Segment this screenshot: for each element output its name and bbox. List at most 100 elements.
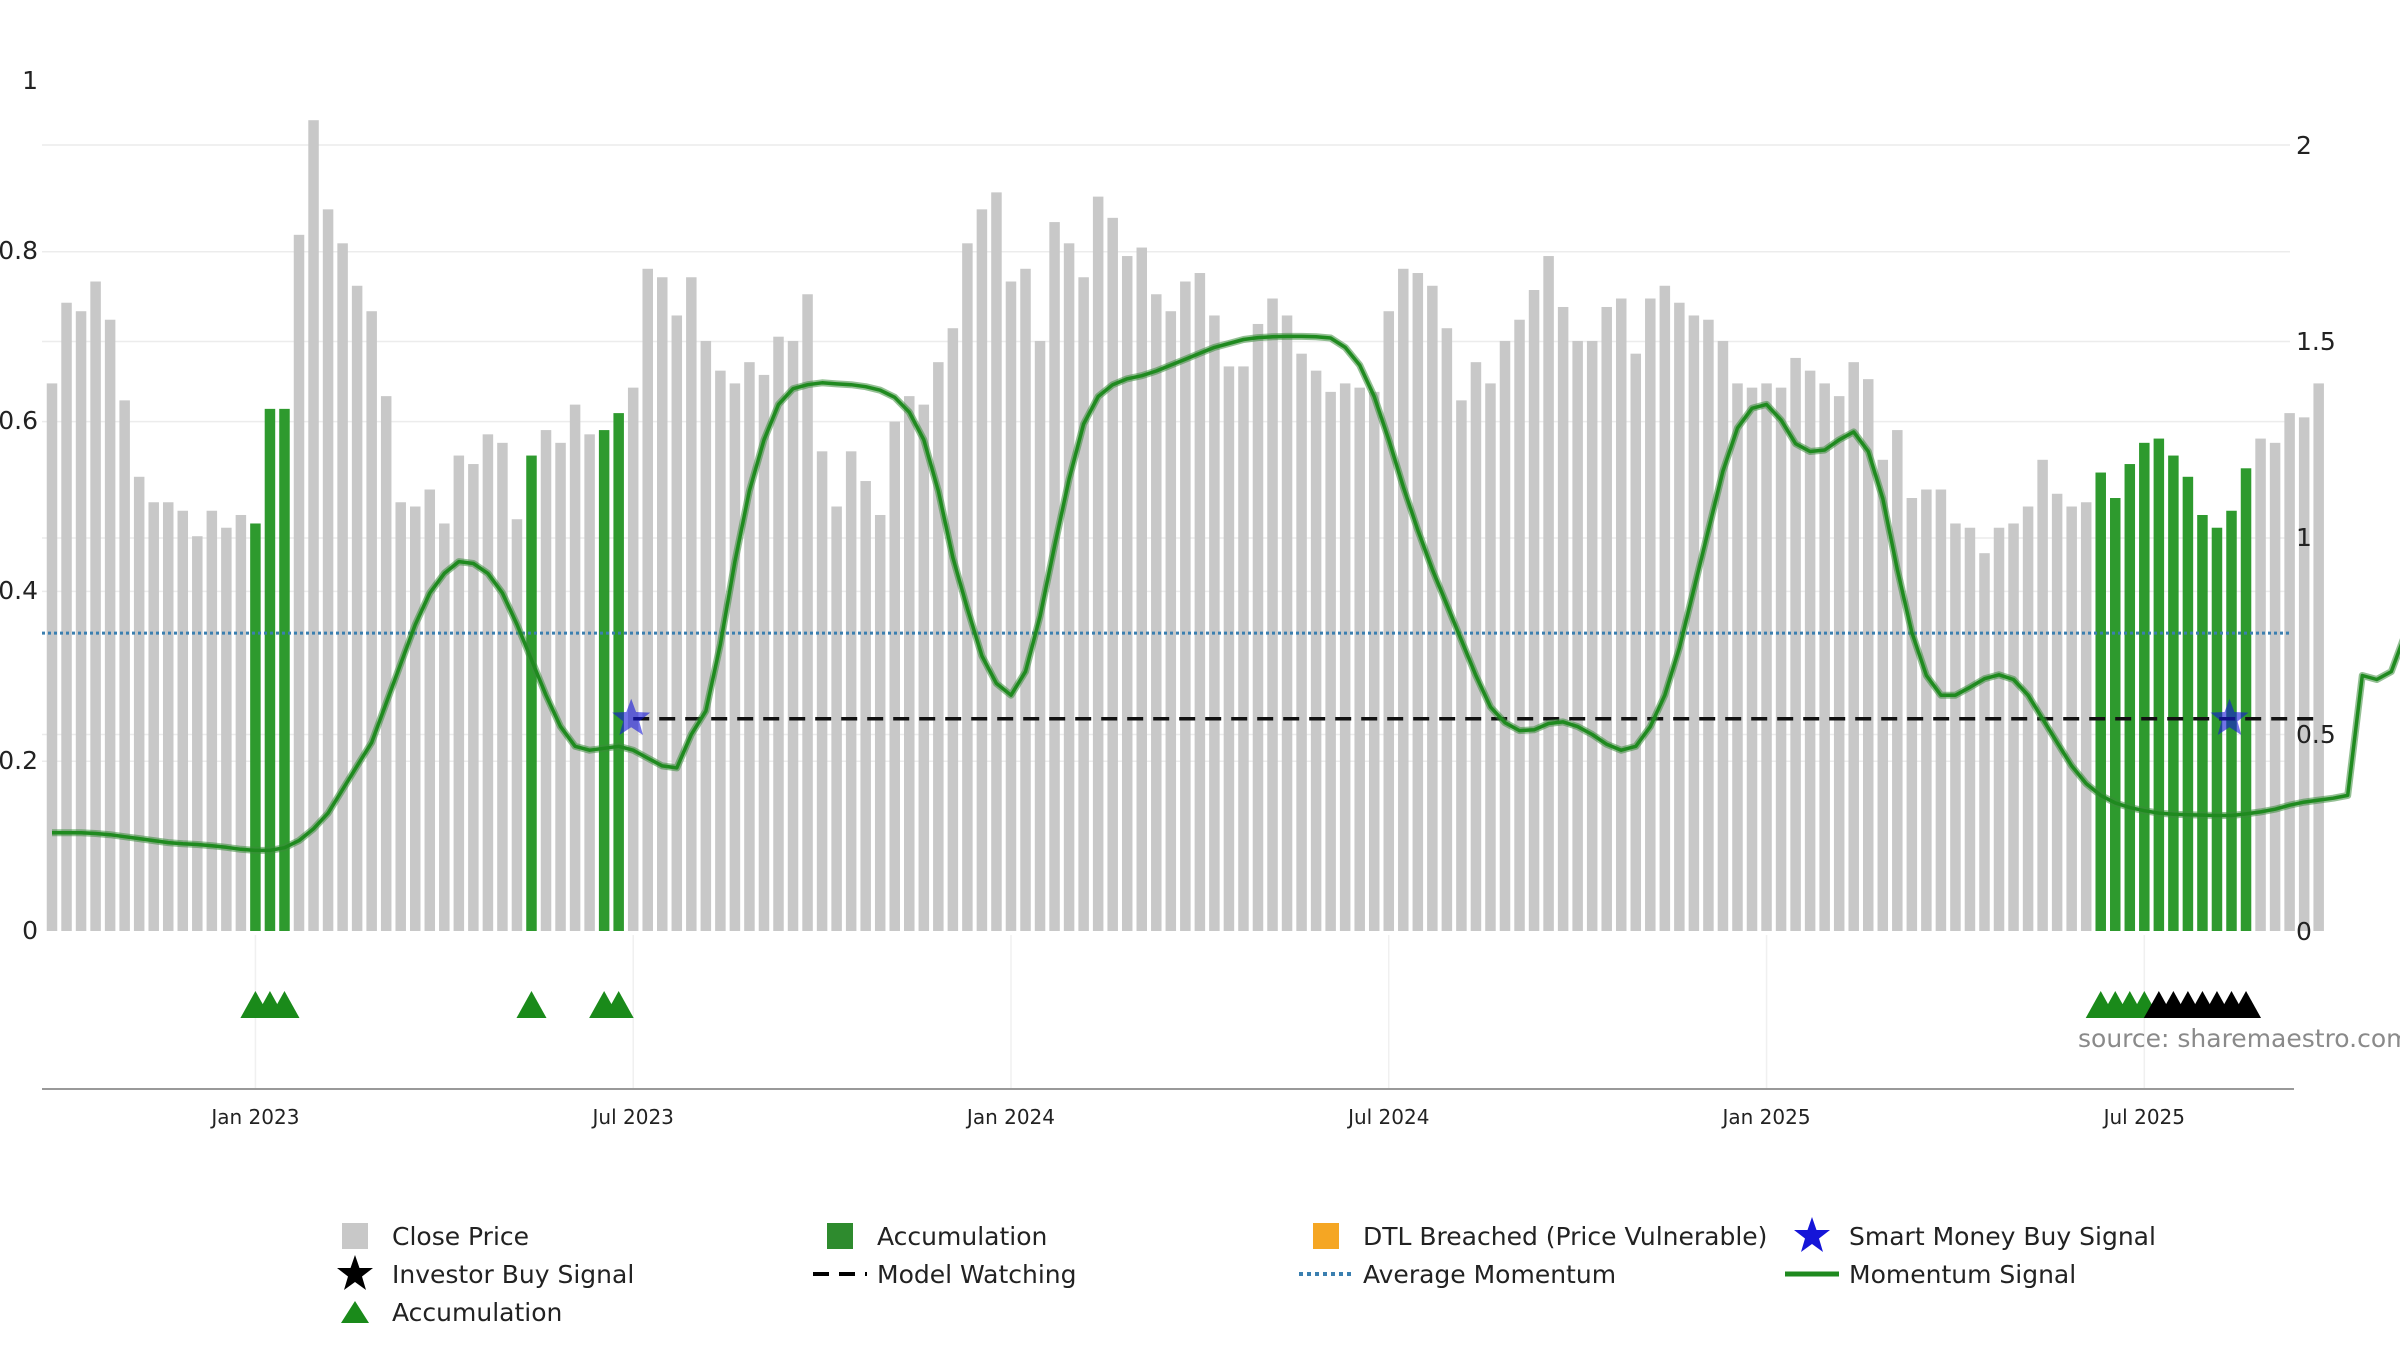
- close-price-bar: [1412, 273, 1424, 931]
- close-price-bar: [2313, 383, 2324, 931]
- close-price-bar: [569, 404, 581, 931]
- close-price-bar: [1659, 285, 1671, 931]
- close-price-bar: [1557, 306, 1569, 931]
- close-price-bar: [962, 243, 973, 931]
- close-price-bar: [2284, 413, 2295, 931]
- source-credit: source: sharemaestro.com: [2078, 1024, 2400, 1053]
- x-tick-label: Jul 2024: [1346, 1105, 1429, 1129]
- close-price-bar: [1514, 319, 1525, 932]
- close-price-bar: [584, 434, 595, 931]
- axes: 0 0.2 0.4 0.6 0.8 1 0 0.5 1 1.5 2: [0, 66, 2336, 1090]
- close-price-bar: [511, 519, 523, 931]
- accumulation-bar: [2139, 442, 2150, 931]
- close-price-bar: [192, 536, 203, 931]
- left-tick-label: 0.2: [0, 746, 38, 775]
- left-tick-label: 0: [22, 916, 38, 945]
- close-price-bar: [874, 514, 886, 931]
- close-price-bar: [497, 442, 508, 931]
- close-price-bar: [1848, 362, 1859, 931]
- signal-markers: [240, 991, 2262, 1018]
- close-price-bar: [1586, 340, 1598, 931]
- close-price-bar: [1180, 281, 1191, 931]
- close-price-bar: [1703, 319, 1714, 932]
- close-price-bar: [221, 527, 232, 931]
- close-price-bar: [1993, 527, 2005, 931]
- right-tick-label: 2: [2296, 131, 2312, 160]
- close-price-bar: [1281, 315, 1293, 932]
- right-tick-label: 1.5: [2296, 327, 2336, 356]
- close-price-bar: [351, 285, 363, 931]
- close-price-bar: [1979, 553, 1990, 931]
- close-price-bar: [1339, 383, 1351, 931]
- close-price-bar: [787, 340, 799, 931]
- close-price-bar: [1485, 383, 1496, 931]
- close-price-bar: [468, 464, 479, 931]
- close-price-bar: [933, 362, 944, 931]
- close-price-bar: [1906, 498, 1918, 931]
- close-price-bar: [904, 396, 915, 931]
- close-price-bar: [2298, 417, 2310, 932]
- momentum-signal-line: [52, 334, 2400, 853]
- close-price-bar: [1950, 523, 1961, 931]
- close-price-bar: [1688, 315, 1700, 932]
- close-price-bar: [1121, 256, 1133, 931]
- accumulation-bar: [2095, 472, 2106, 931]
- close-price-bar: [322, 209, 334, 932]
- accumulation-marker: [269, 991, 300, 1018]
- x-tick-label: Jul 2023: [591, 1105, 674, 1129]
- close-price-bar: [162, 502, 174, 931]
- close-price-bar: [1441, 328, 1453, 932]
- close-price-bar: [1252, 323, 1264, 932]
- accumulation-bar: [279, 408, 290, 931]
- close-price-bar: [1833, 396, 1845, 931]
- close-price-bar: [1456, 400, 1467, 931]
- accumulation-marker: [516, 991, 547, 1018]
- close-price-bar: [1107, 217, 1118, 932]
- accumulation-bar: [598, 430, 610, 931]
- close-price-bar: [395, 502, 406, 931]
- close-price-bar: [1572, 340, 1583, 931]
- x-tick-label: Jul 2025: [2102, 1105, 2185, 1129]
- right-tick-label: 0.5: [2296, 720, 2336, 749]
- close-price-bar: [2051, 493, 2063, 931]
- close-price-bar: [889, 421, 900, 931]
- close-price-bars: [46, 120, 2324, 932]
- close-price-bar: [1034, 340, 1046, 931]
- close-price-bar: [1630, 353, 1642, 931]
- close-price-bar: [540, 430, 552, 931]
- close-price-bar: [1819, 383, 1830, 931]
- close-price-bar: [1746, 387, 1758, 931]
- close-price-bar: [1049, 222, 1060, 931]
- close-price-bar: [90, 281, 101, 931]
- close-price-bar: [991, 192, 1002, 931]
- close-price-bar: [657, 277, 668, 931]
- close-price-bar: [1615, 298, 1627, 931]
- smart-money-buy-markers: [612, 698, 2249, 735]
- accumulation-bar: [2240, 468, 2252, 931]
- accumulation-bar: [526, 455, 537, 931]
- accumulation-bar: [2124, 464, 2136, 931]
- investor-buy-marker: [2231, 991, 2262, 1018]
- close-price-bar: [1383, 311, 1395, 932]
- close-price-bar: [1368, 391, 1380, 931]
- close-price-bar: [424, 489, 436, 931]
- close-price-bar: [366, 311, 377, 932]
- accumulation-bar: [2211, 527, 2223, 931]
- close-price-bar: [133, 476, 145, 931]
- close-price-bar: [1761, 383, 1772, 931]
- accumulation-bar: [2182, 476, 2194, 931]
- close-price-bar: [482, 434, 494, 931]
- close-price-bar: [61, 302, 72, 931]
- close-price-bar: [439, 523, 450, 931]
- close-price-bar: [860, 481, 871, 931]
- close-price-bar: [2080, 502, 2092, 931]
- close-price-bar: [1892, 430, 1903, 931]
- close-price-bar: [1717, 340, 1729, 931]
- close-price-bar: [1310, 370, 1322, 931]
- close-price-bar: [1078, 277, 1089, 931]
- close-price-bar: [2037, 459, 2048, 931]
- close-price-bar: [1790, 357, 1801, 931]
- close-price-bar: [831, 506, 842, 931]
- close-price-bar: [206, 510, 218, 931]
